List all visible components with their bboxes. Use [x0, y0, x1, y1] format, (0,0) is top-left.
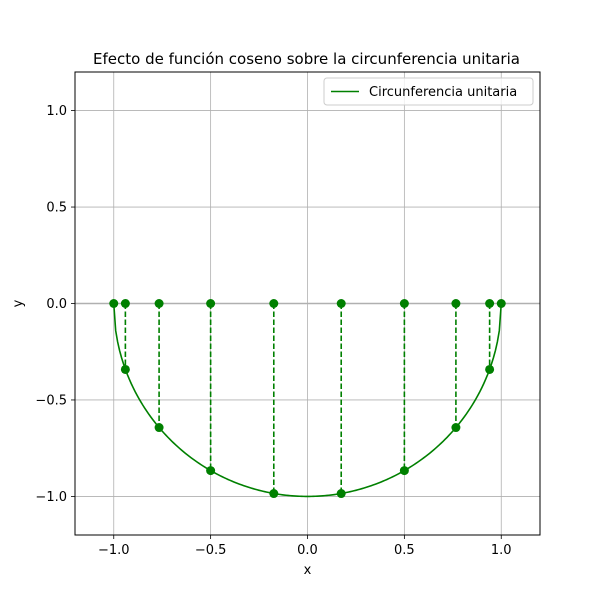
x-tick-label: 0.5: [394, 543, 415, 558]
point-circle: [206, 466, 216, 476]
point-axis: [154, 299, 164, 308]
legend-entry-circunferencia: Circunferencia unitaria: [369, 85, 517, 100]
point-circle: [485, 364, 495, 374]
series-line-circunferencia: [112, 303, 503, 498]
x-tick-label: 0.0: [297, 543, 318, 558]
y-ticks: −1.0 −0.5 0.0 0.5 1.0: [35, 104, 75, 505]
point-circle: [120, 364, 130, 374]
chart-title: Efecto de función coseno sobre la circun…: [93, 50, 520, 68]
plot-area: [75, 299, 540, 499]
point-axis: [109, 299, 119, 308]
x-tick-label: −1.0: [98, 543, 130, 558]
point-circle: [269, 489, 279, 499]
point-axis: [206, 299, 216, 308]
y-tick-label: 1.0: [46, 104, 67, 119]
point-axis: [399, 299, 409, 308]
x-tick-label: −0.5: [195, 543, 227, 558]
y-tick-label: 0.5: [46, 201, 67, 216]
x-ticks: −1.0 −0.5 0.0 0.5 1.0: [98, 535, 512, 558]
point-axis: [269, 299, 279, 308]
point-axis: [120, 299, 130, 308]
legend: Circunferencia unitaria: [323, 77, 534, 106]
legend-box: [323, 77, 534, 106]
point-axis: [485, 299, 495, 308]
point-axis: [496, 299, 506, 308]
point-axis: [336, 299, 346, 308]
x-axis-label: x: [304, 563, 312, 578]
axes-frame: [74, 71, 541, 536]
y-tick-label: −1.0: [35, 490, 67, 505]
y-tick-label: −0.5: [35, 393, 67, 408]
y-axis-label: y: [11, 299, 26, 307]
x-tick-label: 1.0: [491, 543, 512, 558]
point-axis: [451, 299, 461, 308]
y-tick-label: 0.0: [46, 297, 67, 312]
point-circle: [451, 423, 461, 433]
point-circle: [336, 489, 346, 499]
point-circle: [399, 466, 409, 476]
point-circle: [154, 423, 164, 433]
